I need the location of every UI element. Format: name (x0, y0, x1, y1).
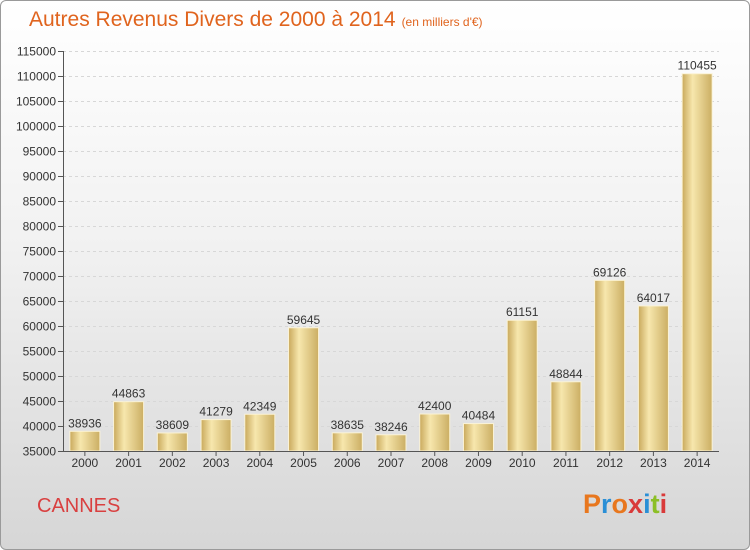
y-tick-label: 60000 (23, 320, 57, 334)
bar (156, 432, 188, 452)
data-label: 40484 (462, 409, 496, 423)
bar (419, 413, 451, 452)
bar (288, 327, 320, 452)
data-label: 69126 (593, 265, 627, 279)
bar (244, 413, 276, 452)
x-tick-label: 2004 (246, 456, 273, 470)
data-label: 42400 (418, 399, 452, 413)
x-tick-label: 2007 (378, 456, 405, 470)
x-tick-label: 2000 (72, 456, 99, 470)
data-label: 38246 (374, 420, 408, 434)
bar (375, 434, 407, 452)
x-tick-label: 2005 (290, 456, 317, 470)
bar (331, 432, 363, 452)
chart-title-text: Autres Revenus Divers de 2000 à 2014 (29, 8, 396, 31)
y-tick-label: 40000 (23, 420, 57, 434)
logo-letter: P (583, 489, 602, 519)
x-tick-label: 2001 (115, 456, 142, 470)
data-label: 61151 (506, 305, 539, 319)
x-tick-label: 2006 (334, 456, 361, 470)
logo-letter: i (659, 489, 668, 519)
logo-letter: t (650, 489, 660, 519)
bar (506, 319, 538, 452)
y-tick-label: 115000 (17, 45, 56, 59)
bar (69, 430, 101, 452)
y-tick-label: 70000 (23, 270, 57, 284)
bar (681, 73, 713, 452)
x-tick-label: 2002 (159, 456, 186, 470)
x-tick-label: 2012 (596, 456, 623, 470)
x-axis: 2000 2001 2002 2003 2004 2005 2006 2007 2008 2009… (63, 451, 719, 470)
y-tick-label: 35000 (23, 445, 57, 459)
x-tick-label: 2014 (684, 456, 711, 470)
x-tick-label: 2008 (421, 456, 448, 470)
data-label: 42349 (243, 399, 277, 413)
logo-letter: x (628, 489, 644, 519)
proxiti-logo[interactable]: Proxiti (583, 489, 667, 520)
y-tick-label: 80000 (23, 220, 57, 234)
y-tick-label: 100000 (16, 120, 56, 134)
y-tick-label: 65000 (23, 295, 57, 309)
y-tick-label: 50000 (23, 370, 57, 384)
data-label: 41279 (199, 405, 233, 419)
x-tick-label: 2010 (509, 456, 536, 470)
y-tick-label: 110000 (17, 70, 56, 84)
bar (637, 305, 669, 452)
bar (462, 423, 494, 452)
x-tick-label: 2013 (640, 456, 667, 470)
bars: 38936 44863 38609 41279 42349 59645 38635 38246… (68, 59, 717, 452)
y-tick-label: 45000 (23, 395, 57, 409)
data-label: 64017 (637, 291, 671, 305)
bar (594, 279, 626, 452)
bar (200, 419, 232, 452)
x-tick-label: 2003 (203, 456, 230, 470)
data-label: 48844 (549, 367, 583, 381)
data-label: 38936 (68, 416, 102, 430)
x-tick-label: 2011 (553, 456, 579, 470)
y-tick-label: 55000 (23, 345, 57, 359)
y-axis: 35000 40000 45000 50000 55000 60000 65000 70000… (16, 45, 64, 459)
chart-title: Autres Revenus Divers de 2000 à 2014 (en … (29, 8, 483, 32)
x-tick-label: 2009 (465, 456, 492, 470)
y-tick-label: 75000 (23, 245, 57, 259)
city-name: CANNES (37, 495, 121, 517)
logo-letter: i (643, 489, 651, 519)
chart-unit: (en milliers d'€) (401, 15, 483, 29)
data-label: 110455 (678, 59, 717, 73)
y-tick-label: 95000 (23, 145, 57, 159)
y-tick-label: 105000 (16, 95, 56, 109)
logo-letter: o (611, 489, 629, 519)
bar (113, 401, 145, 452)
y-tick-label: 85000 (23, 195, 57, 209)
bar (550, 381, 582, 452)
data-label: 38635 (331, 418, 365, 432)
data-label: 44863 (112, 387, 146, 401)
y-tick-label: 90000 (23, 170, 57, 184)
data-label: 59645 (287, 313, 321, 327)
data-label: 38609 (156, 418, 190, 432)
logo-letter: r (601, 489, 612, 519)
